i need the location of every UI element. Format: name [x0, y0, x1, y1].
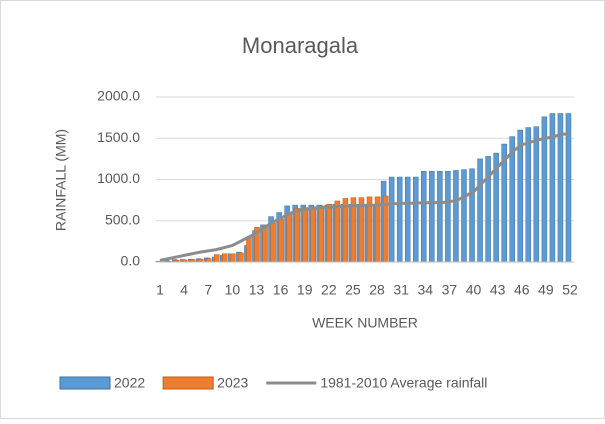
x-tick-label: 52 — [562, 282, 578, 298]
bar — [214, 255, 219, 262]
y-axis-label: RAINFALL (MM) — [53, 129, 69, 231]
bar — [246, 237, 251, 262]
legend-swatch — [163, 377, 213, 389]
x-tick-label: 22 — [321, 282, 337, 298]
x-tick-label: 10 — [225, 282, 241, 298]
x-tick-label: 1 — [156, 282, 164, 298]
y-tick-label: 1500.0 — [97, 129, 140, 145]
bar — [222, 254, 227, 262]
bar — [295, 208, 300, 262]
bar — [453, 170, 458, 262]
bar — [486, 156, 491, 262]
x-tick-label: 37 — [442, 282, 458, 298]
y-tick-label: 0.0 — [121, 253, 141, 269]
x-tick-label: 46 — [514, 282, 530, 298]
bar — [343, 198, 348, 262]
x-tick-label: 43 — [490, 282, 506, 298]
legend-swatch — [60, 377, 110, 389]
bar — [311, 207, 316, 262]
bar — [421, 171, 426, 262]
chart-title: Monaragala — [242, 33, 359, 58]
x-axis-label: WEEK NUMBER — [312, 315, 418, 331]
bar — [405, 177, 410, 262]
bar — [389, 177, 394, 262]
bar — [359, 198, 364, 262]
y-tick-label: 1000.0 — [97, 170, 140, 186]
y-tick-label: 500.0 — [105, 211, 140, 227]
x-tick-label: 4 — [180, 282, 188, 298]
bar — [534, 127, 539, 262]
x-tick-label: 13 — [249, 282, 265, 298]
bar — [238, 253, 243, 262]
bar — [429, 171, 434, 262]
legend-label: 1981-2010 Average rainfall — [320, 375, 487, 391]
bar — [383, 196, 388, 262]
bar — [279, 219, 284, 262]
bar — [566, 114, 571, 263]
y-tick-label: 2000.0 — [97, 88, 140, 104]
bar — [437, 171, 442, 262]
bar — [518, 130, 523, 262]
legend-label: 2023 — [217, 375, 248, 391]
bar — [445, 171, 450, 262]
bar — [335, 201, 340, 262]
bar — [375, 197, 380, 262]
x-tick-label: 40 — [466, 282, 482, 298]
bar — [271, 223, 276, 262]
bar — [461, 170, 466, 262]
x-tick-label: 7 — [204, 282, 212, 298]
x-tick-label: 31 — [393, 282, 409, 298]
bar — [470, 169, 475, 262]
x-tick-label: 34 — [417, 282, 433, 298]
bar — [397, 177, 402, 262]
bar — [319, 206, 324, 262]
bar — [263, 227, 268, 262]
bar — [327, 204, 332, 262]
x-tick-label: 16 — [273, 282, 289, 298]
bar — [230, 254, 235, 262]
x-tick-label: 49 — [538, 282, 554, 298]
bar — [413, 177, 418, 262]
x-tick-label: 28 — [369, 282, 385, 298]
bar — [303, 208, 308, 262]
legend-label: 2022 — [114, 375, 145, 391]
bar — [287, 214, 292, 262]
bar — [478, 159, 483, 262]
x-tick-label: 19 — [297, 282, 313, 298]
bar — [526, 128, 531, 262]
x-tick-label: 25 — [345, 282, 361, 298]
